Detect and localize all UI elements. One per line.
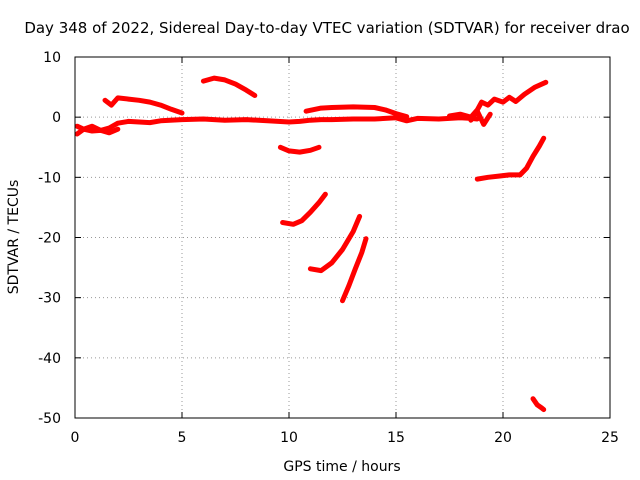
y-tick-label: -50 — [38, 411, 61, 427]
plot-frame — [74, 56, 611, 419]
series-arc-7 — [307, 213, 363, 274]
y-tick-label: -30 — [38, 291, 61, 307]
series-arc-2 — [74, 123, 121, 137]
grid-lines — [75, 57, 610, 418]
series-arc-8 — [340, 236, 369, 304]
x-tick-label: 20 — [494, 430, 512, 446]
x-tick-label: 10 — [280, 430, 298, 446]
series-arc-13 — [530, 396, 547, 413]
series-arc-4 — [200, 75, 258, 98]
y-axis-label: SDTVAR / TECUs — [6, 180, 22, 295]
x-axis-label: GPS time / hours — [283, 459, 400, 475]
x-tick-label: 0 — [71, 430, 80, 446]
y-tick-label: 0 — [52, 110, 61, 126]
y-tick-label: -10 — [38, 170, 61, 186]
series-arc-1 — [74, 115, 480, 134]
series-arc-12 — [474, 135, 547, 182]
series-arc-10 — [447, 79, 549, 120]
series-arc-5 — [277, 144, 322, 155]
series-arc-9 — [303, 104, 410, 120]
chart-title: Day 348 of 2022, Sidereal Day-to-day VTE… — [24, 19, 629, 37]
x-tick-label: 25 — [601, 430, 619, 446]
y-tick-label: -20 — [38, 231, 61, 247]
series-arc-11 — [468, 108, 493, 127]
series-arc-6 — [280, 191, 328, 227]
y-tick-label: 10 — [43, 50, 61, 66]
axis-ticks: 0 5 10 15 20 25 10 0 -10 -20 -30 -40 -50 — [38, 50, 619, 446]
data-series — [74, 75, 549, 413]
x-tick-label: 5 — [178, 430, 187, 446]
x-tick-label: 15 — [387, 430, 405, 446]
y-tick-label: -40 — [38, 351, 61, 367]
series-arc-3 — [102, 95, 185, 116]
